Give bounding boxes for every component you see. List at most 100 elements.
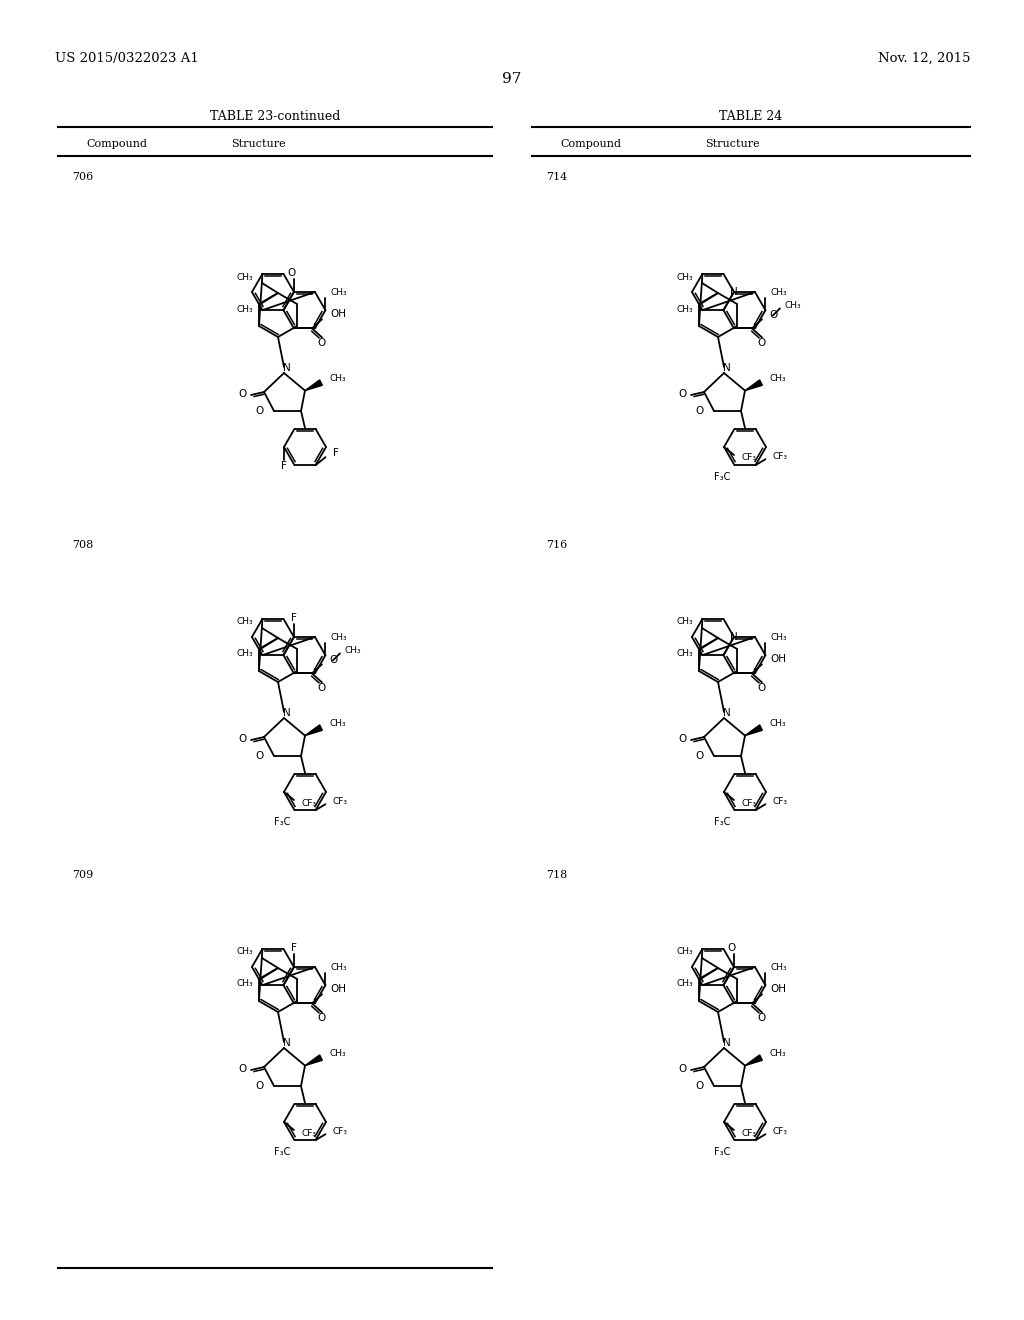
Text: O: O xyxy=(695,751,705,762)
Text: CF₃: CF₃ xyxy=(741,454,756,462)
Text: O: O xyxy=(695,1081,705,1092)
Text: CF₃: CF₃ xyxy=(333,1127,347,1135)
Text: CH₃: CH₃ xyxy=(331,288,347,297)
Text: O: O xyxy=(256,407,264,416)
Text: Structure: Structure xyxy=(230,139,286,149)
Text: CH₃: CH₃ xyxy=(677,948,693,957)
Text: CH₃: CH₃ xyxy=(331,632,347,642)
Text: O: O xyxy=(329,655,337,665)
Text: CH₃: CH₃ xyxy=(769,1049,785,1059)
Text: O: O xyxy=(758,684,766,693)
Text: O: O xyxy=(317,684,326,693)
Polygon shape xyxy=(745,380,762,391)
Text: Nov. 12, 2015: Nov. 12, 2015 xyxy=(878,51,970,65)
Text: O: O xyxy=(239,1064,247,1074)
Text: CH₃: CH₃ xyxy=(785,301,802,310)
Text: CH₃: CH₃ xyxy=(677,618,693,627)
Text: CH₃: CH₃ xyxy=(329,1049,346,1059)
Text: 708: 708 xyxy=(72,540,93,550)
Text: OH: OH xyxy=(330,985,346,994)
Text: Compound: Compound xyxy=(86,139,147,149)
Text: N: N xyxy=(283,708,291,718)
Text: F₃C: F₃C xyxy=(273,817,290,828)
Text: F: F xyxy=(291,942,297,953)
Text: CF₃: CF₃ xyxy=(301,1129,316,1138)
Text: CF₃: CF₃ xyxy=(333,797,347,805)
Text: O: O xyxy=(256,1081,264,1092)
Text: TABLE 23-continued: TABLE 23-continued xyxy=(210,110,340,123)
Text: CH₃: CH₃ xyxy=(329,374,346,383)
Text: CF₃: CF₃ xyxy=(741,799,756,808)
Text: O: O xyxy=(239,389,247,399)
Text: CH₃: CH₃ xyxy=(237,649,253,659)
Text: N: N xyxy=(723,1038,731,1048)
Text: N: N xyxy=(283,363,291,374)
Text: TABLE 24: TABLE 24 xyxy=(720,110,782,123)
Polygon shape xyxy=(745,1055,762,1065)
Text: O: O xyxy=(758,338,766,348)
Text: N: N xyxy=(283,1038,291,1048)
Text: CF₃: CF₃ xyxy=(772,451,787,461)
Text: F: F xyxy=(333,449,338,458)
Text: CH₃: CH₃ xyxy=(237,979,253,989)
Text: OH: OH xyxy=(770,655,786,664)
Text: O: O xyxy=(695,407,705,416)
Text: N: N xyxy=(723,708,731,718)
Text: Compound: Compound xyxy=(560,139,621,149)
Text: O: O xyxy=(758,1014,766,1023)
Text: CH₃: CH₃ xyxy=(770,288,787,297)
Text: N: N xyxy=(730,286,738,297)
Text: CH₃: CH₃ xyxy=(770,962,787,972)
Text: 716: 716 xyxy=(546,540,567,550)
Text: O: O xyxy=(239,734,247,744)
Text: CH₃: CH₃ xyxy=(677,305,693,314)
Text: CH₃: CH₃ xyxy=(769,374,785,383)
Text: N: N xyxy=(723,363,731,374)
Text: CH₃: CH₃ xyxy=(237,272,253,281)
Text: 709: 709 xyxy=(72,870,93,880)
Text: CH₃: CH₃ xyxy=(770,632,787,642)
Text: OH: OH xyxy=(770,985,786,994)
Polygon shape xyxy=(305,725,323,735)
Polygon shape xyxy=(305,380,323,391)
Text: CH₃: CH₃ xyxy=(237,305,253,314)
Text: CH₃: CH₃ xyxy=(331,962,347,972)
Text: CF₃: CF₃ xyxy=(741,1129,756,1138)
Text: O: O xyxy=(679,1064,687,1074)
Text: O: O xyxy=(769,310,777,321)
Text: F: F xyxy=(281,461,287,471)
Text: O: O xyxy=(288,268,296,279)
Text: CH₃: CH₃ xyxy=(677,272,693,281)
Text: CH₃: CH₃ xyxy=(345,645,361,655)
Text: O: O xyxy=(317,1014,326,1023)
Text: CF₃: CF₃ xyxy=(772,797,787,805)
Text: CH₃: CH₃ xyxy=(237,948,253,957)
Text: 97: 97 xyxy=(503,73,521,86)
Text: O: O xyxy=(256,751,264,762)
Text: 718: 718 xyxy=(546,870,567,880)
Text: F₃C: F₃C xyxy=(714,1147,730,1158)
Text: CH₃: CH₃ xyxy=(677,649,693,659)
Text: F: F xyxy=(291,612,297,623)
Text: Structure: Structure xyxy=(705,139,760,149)
Text: F₃C: F₃C xyxy=(714,817,730,828)
Text: 706: 706 xyxy=(72,172,93,182)
Text: O: O xyxy=(728,942,736,953)
Text: O: O xyxy=(679,389,687,399)
Text: CF₃: CF₃ xyxy=(301,799,316,808)
Text: N: N xyxy=(730,632,738,642)
Text: CH₃: CH₃ xyxy=(237,618,253,627)
Polygon shape xyxy=(745,725,762,735)
Text: O: O xyxy=(317,338,326,348)
Text: CF₃: CF₃ xyxy=(772,1127,787,1135)
Text: F₃C: F₃C xyxy=(273,1147,290,1158)
Text: CH₃: CH₃ xyxy=(677,979,693,989)
Text: OH: OH xyxy=(330,309,346,319)
Text: 714: 714 xyxy=(546,172,567,182)
Text: O: O xyxy=(679,734,687,744)
Text: CH₃: CH₃ xyxy=(329,719,346,729)
Polygon shape xyxy=(305,1055,323,1065)
Text: US 2015/0322023 A1: US 2015/0322023 A1 xyxy=(55,51,199,65)
Text: CH₃: CH₃ xyxy=(769,719,785,729)
Text: F₃C: F₃C xyxy=(714,473,730,482)
